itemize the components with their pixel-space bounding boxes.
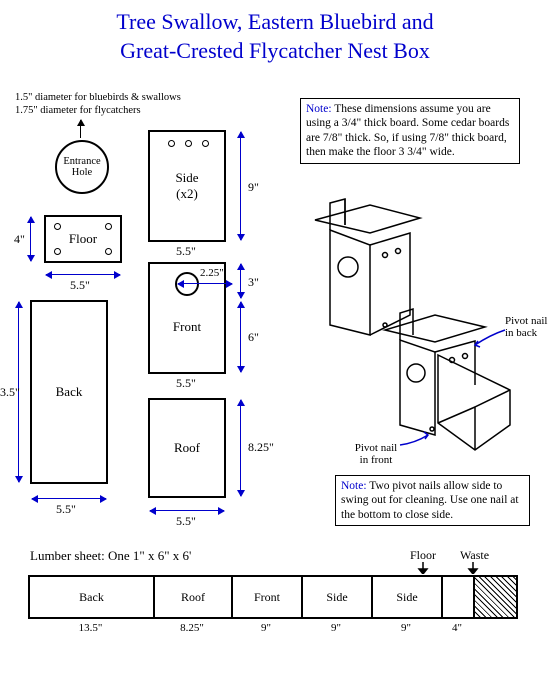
side-label-l2: (x2) (176, 186, 198, 202)
pivot-back-label: Pivot nailin back (505, 315, 550, 339)
lumber-sec-roof: Roof (155, 577, 233, 617)
lumber-dim-roof: 8.25" (153, 622, 231, 634)
entrance-label-l1: Entrance (63, 156, 100, 167)
lumber-sec-side2: Side (373, 577, 443, 617)
side-w-dim: 5.5" (176, 244, 196, 259)
lumber-sec-back: Back (30, 577, 155, 617)
lumber-sec-waste (475, 577, 516, 617)
lumber-floor-hdr: Floor (410, 548, 436, 563)
lumber-dim-side1: 9" (301, 622, 371, 634)
note-box-2: Note: Two pivot nails allow side to swin… (335, 475, 530, 526)
side-hole-icon (168, 140, 175, 147)
side-h-dim: 9" (248, 180, 259, 195)
lumber-header-arrows (415, 562, 495, 574)
lumber-dims-row: 13.5" 8.25" 9" 9" 9" 4" (28, 622, 518, 634)
side-h-arrow (240, 132, 241, 240)
side-label-l1: Side (175, 170, 198, 186)
lumber-strip: Back Roof Front Side Side (28, 575, 518, 619)
note-box-1: Note: These dimensions assume you are us… (300, 98, 520, 164)
lumber-sec-side1: Side (303, 577, 373, 617)
entrance-label-l2: Hole (72, 167, 92, 178)
floor-h-arrow (30, 217, 31, 261)
note1-prefix: Note: (306, 103, 332, 115)
front-hole-dim: 2.25" (200, 267, 224, 279)
lumber-waste-hdr: Waste (460, 548, 489, 563)
note2-prefix: Note: (341, 480, 367, 492)
note1-body: These dimensions assume you are using a … (306, 103, 509, 158)
floor-hole-icon (105, 248, 112, 255)
front-top-arrow (240, 264, 241, 298)
title-line2: Great-Crested Flycatcher Nest Box (120, 38, 430, 63)
lumber-sec-floor (443, 577, 475, 617)
side-hole-icon (185, 140, 192, 147)
floor-w-arrow (46, 274, 120, 275)
floor-hole-icon (105, 223, 112, 230)
pivot-front-label: Pivot nailin front (350, 442, 402, 466)
floor-hole-icon (54, 223, 61, 230)
title-line1: Tree Swallow, Eastern Bluebird and (116, 9, 433, 34)
back-piece: Back (30, 300, 108, 484)
front-bottom-arrow (240, 302, 241, 372)
roof-piece: Roof (148, 398, 226, 498)
roof-h-arrow (240, 400, 241, 496)
entrance-arrow (80, 120, 81, 138)
roof-w-arrow (150, 510, 224, 511)
side-piece: Side (x2) (148, 130, 226, 242)
back-h-dim: 13.5" (0, 385, 18, 400)
floor-hole-icon (54, 248, 61, 255)
floor-piece: Floor (44, 215, 122, 263)
back-w-arrow (32, 498, 106, 499)
floor-h-dim: 4" (14, 232, 25, 247)
lumber-title: Lumber sheet: One 1" x 6" x 6' (30, 548, 191, 564)
floor-label: Floor (69, 231, 97, 247)
note2-body: Two pivot nails allow side to swing out … (341, 480, 519, 521)
lumber-dim-side2: 9" (371, 622, 441, 634)
lumber-sec-front: Front (233, 577, 303, 617)
lumber-dim-front: 9" (231, 622, 301, 634)
entrance-note-line1: 1.5" diameter for bluebirds & swallows (15, 92, 181, 103)
floor-w-dim: 5.5" (70, 278, 90, 293)
back-w-dim: 5.5" (56, 502, 76, 517)
lumber-dim-back: 13.5" (28, 622, 153, 634)
entrance-hole-label: Entrance Hole (63, 156, 100, 178)
roof-label: Roof (174, 440, 200, 456)
roof-w-dim: 5.5" (176, 514, 196, 529)
entrance-note-line2: 1.75" diameter for flycatchers (15, 105, 141, 116)
front-bottom-dim: 6" (248, 330, 259, 345)
front-hole-arrow (178, 283, 232, 284)
front-label: Front (173, 319, 201, 335)
front-top-dim: 3" (248, 275, 259, 290)
page-title: Tree Swallow, Eastern Bluebird and Great… (0, 0, 550, 65)
side-hole-icon (202, 140, 209, 147)
roof-h-dim: 8.25" (248, 440, 274, 455)
lumber-dim-floor: 4" (441, 622, 473, 634)
entrance-hole: Entrance Hole (55, 140, 109, 194)
front-w-dim: 5.5" (176, 376, 196, 391)
entrance-note: 1.5" diameter for bluebirds & swallows 1… (15, 92, 181, 117)
back-label: Back (56, 384, 83, 400)
